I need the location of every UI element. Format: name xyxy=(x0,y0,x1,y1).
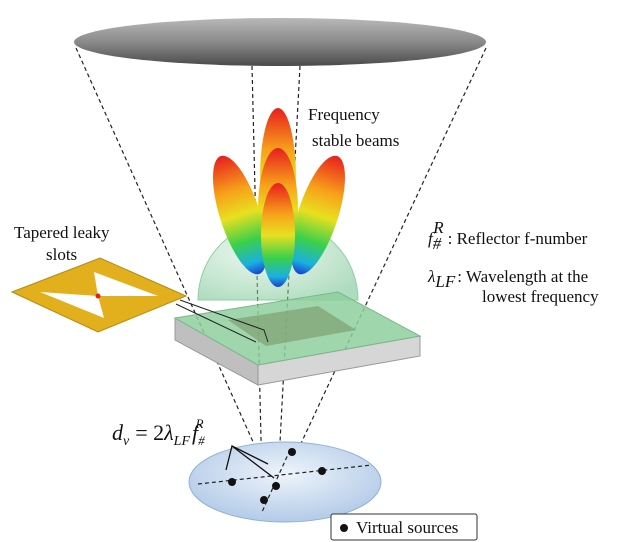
slot-inset xyxy=(10,257,269,343)
eq-part: f xyxy=(192,420,201,445)
reflector xyxy=(74,18,486,66)
slots-label: slots xyxy=(46,245,77,264)
virtual-source-array xyxy=(197,445,373,513)
eq-part: d xyxy=(112,420,124,445)
description: lowest frequency xyxy=(482,287,599,306)
beams-label: Frequency xyxy=(308,105,380,124)
subscript: # xyxy=(433,234,442,253)
sources-legend-label: Virtual sources xyxy=(356,518,458,537)
eq-part: = 2 xyxy=(135,420,164,445)
slots-label: Tapered leaky xyxy=(14,223,110,242)
legend-f-number: f#R: Reflector f-number xyxy=(428,218,588,253)
antenna-board xyxy=(173,291,422,386)
eq-part: # xyxy=(198,433,205,448)
description: : Wavelength at the xyxy=(457,267,588,286)
equation: dv = 2λLFf# R xyxy=(112,416,205,449)
beams xyxy=(213,108,345,287)
eq-part: λ xyxy=(163,420,174,445)
virtual-lens xyxy=(188,441,382,523)
description: : Reflector f-number xyxy=(448,229,588,248)
eq-part: LF xyxy=(173,434,191,449)
legend-wavelength: λLF: Wavelength at the xyxy=(427,267,588,291)
eq-part: v xyxy=(123,434,130,449)
symbol: λ xyxy=(427,267,435,286)
subscript: LF xyxy=(434,272,455,291)
beams-label: stable beams xyxy=(312,131,399,150)
sources-legend: Virtual sources xyxy=(330,513,478,541)
ray-lines xyxy=(75,47,487,485)
eq-part: R xyxy=(195,416,204,431)
superscript: R xyxy=(432,218,444,237)
symbol: f xyxy=(428,229,435,248)
